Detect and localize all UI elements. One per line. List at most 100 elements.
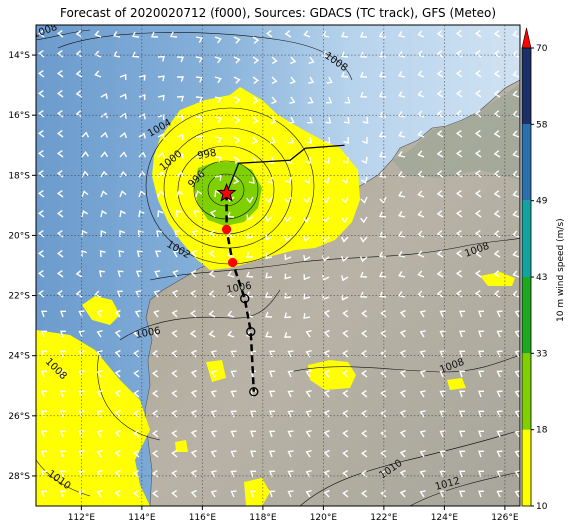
wind-barb	[96, 350, 103, 358]
wind-barb	[436, 170, 444, 178]
wind-barb	[264, 331, 273, 338]
wind-barb	[94, 50, 102, 58]
wind-barb	[100, 112, 108, 119]
wind-barb	[250, 350, 257, 358]
track-point	[221, 224, 232, 235]
wind-barb	[230, 490, 237, 498]
wind-barb	[455, 190, 463, 198]
wind-barb	[493, 30, 501, 38]
wind-barb	[340, 51, 349, 58]
wind-barb	[361, 309, 368, 318]
wind-barb	[289, 96, 296, 104]
wind-barb	[233, 156, 241, 164]
wind-barb	[512, 250, 520, 258]
wind-barb	[288, 116, 295, 124]
wind-barb	[190, 249, 197, 258]
wind-barb	[60, 350, 67, 358]
wind-barb	[474, 130, 482, 138]
wind-barb	[171, 489, 178, 498]
wind-barb	[496, 370, 503, 378]
wind-barb	[37, 90, 45, 98]
wind-barb	[171, 429, 178, 438]
wind-barb	[152, 449, 159, 458]
wind-barb	[512, 190, 520, 198]
wind-barb	[176, 56, 185, 63]
wind-barb	[269, 390, 276, 398]
wind-barb	[56, 110, 64, 118]
wind-barb	[41, 390, 48, 398]
wind-barb	[60, 490, 67, 498]
wind-barb	[342, 449, 349, 458]
wind-barb	[399, 409, 406, 418]
wind-barb	[119, 132, 128, 139]
wind-speed-field	[36, 87, 515, 506]
wind-barb	[78, 390, 85, 398]
wind-barb	[303, 196, 311, 204]
wind-barb	[264, 215, 273, 222]
wind-barb	[152, 329, 159, 338]
wind-barb	[496, 310, 503, 318]
colorbar-tick-label: 18	[536, 426, 548, 436]
wind-barb	[171, 369, 178, 378]
wind-barb	[455, 250, 463, 258]
wind-barb	[133, 489, 140, 498]
wind-barb	[436, 290, 444, 298]
wind-barb	[265, 234, 273, 241]
colorbar-segment	[522, 48, 531, 125]
wind-barb	[398, 171, 406, 178]
wind-barb	[419, 370, 426, 378]
wind-barb	[342, 349, 349, 358]
wind-barb	[323, 309, 330, 318]
wind-barb	[496, 470, 503, 478]
wind-barb	[459, 390, 466, 398]
wind-barb	[308, 76, 315, 84]
wind-barb	[138, 94, 146, 101]
wind-barb	[305, 330, 312, 338]
wind-barb	[131, 51, 140, 58]
wind-barb	[269, 490, 276, 498]
wind-barb	[230, 470, 237, 478]
wind-barb	[209, 209, 216, 218]
colorbar-segment	[522, 200, 531, 277]
wind-barb	[96, 430, 103, 438]
wind-barb	[41, 350, 48, 358]
wind-barb	[287, 430, 294, 438]
wind-barb	[233, 36, 241, 44]
wind-barb	[514, 330, 520, 338]
wind-barb	[60, 390, 67, 398]
wind-barb	[493, 230, 501, 238]
wind-barb	[171, 329, 178, 338]
wind-barb	[133, 449, 140, 458]
wind-barb	[360, 196, 368, 204]
wind-barb	[436, 130, 444, 138]
wind-barb	[342, 489, 349, 498]
colorbar-segment	[522, 353, 531, 430]
wind-barb	[189, 330, 197, 338]
wind-barb	[302, 216, 311, 223]
wind-barb	[493, 210, 501, 218]
wind-barb	[493, 170, 501, 178]
wind-barb	[56, 70, 64, 78]
wind-barb	[378, 131, 387, 138]
wind-barb	[399, 469, 406, 478]
wind-barb	[114, 449, 121, 458]
wind-barb	[399, 369, 406, 378]
colorbar-tick-label: 49	[536, 197, 548, 207]
wind-barb	[512, 70, 520, 78]
wind-barb	[96, 490, 103, 498]
wind-barb	[116, 290, 123, 298]
wind-barb	[176, 171, 185, 178]
y-tick-label: 26°S	[8, 412, 30, 422]
wind-barb	[210, 490, 217, 498]
wind-barb	[478, 310, 485, 318]
wind-barb	[512, 150, 520, 158]
wind-barb	[305, 370, 312, 378]
wind-barb	[214, 189, 221, 198]
wind-barb	[210, 370, 217, 378]
wind-barb	[157, 75, 165, 82]
wind-barb	[96, 330, 103, 338]
wind-barb	[246, 214, 254, 221]
wind-barb	[56, 290, 64, 298]
wind-barb	[153, 290, 160, 298]
